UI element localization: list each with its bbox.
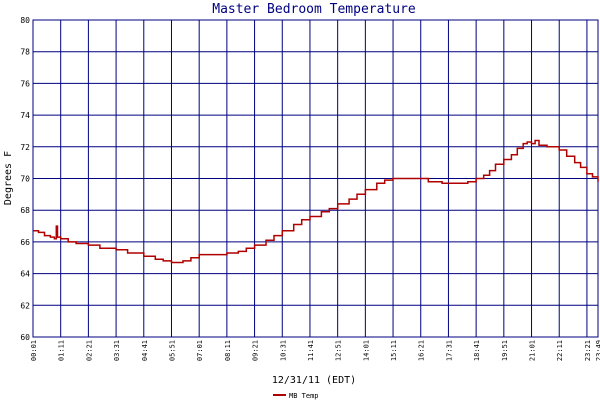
x-tick-label: 17:31 (445, 340, 453, 361)
x-tick-label: 18:41 (473, 340, 481, 361)
legend-label-mb-temp: MB Temp (289, 392, 319, 400)
x-tick-label: 15:11 (390, 340, 398, 361)
x-tick-label: 16:21 (418, 340, 426, 361)
y-tick-label: 74 (20, 111, 30, 120)
x-tick-label: 00:01 (30, 340, 38, 361)
x-tick-label: 10:31 (279, 340, 287, 361)
x-tick-label: 08:11 (224, 340, 232, 361)
x-axis-label: 12/31/11 (EDT) (272, 375, 356, 386)
series-layer (33, 139, 599, 264)
y-tick-label: 72 (20, 143, 30, 152)
y-tick-label: 70 (20, 175, 30, 184)
grid-lines (32, 19, 598, 338)
x-tick-label: 04:41 (141, 340, 149, 361)
x-tick-label: 11:41 (307, 340, 315, 361)
y-tick-label: 68 (20, 206, 30, 215)
series-line-mb-temp (33, 139, 599, 264)
y-tick-label: 66 (20, 238, 30, 247)
y-tick-label: 78 (20, 48, 30, 57)
x-tick-label: 23:49 (595, 340, 600, 361)
x-tick-label: 19:51 (501, 340, 509, 361)
x-tick-label: 01:11 (58, 340, 66, 361)
x-tick-label: 14:01 (362, 340, 370, 361)
y-axis-ticks: 60 62 64 66 68 70 72 74 76 78 80 (20, 16, 30, 342)
x-tick-label: 21:01 (529, 340, 537, 361)
y-axis-label: Degrees F (3, 151, 14, 205)
x-tick-label: 03:31 (113, 340, 121, 361)
x-tick-label: 05:51 (168, 340, 176, 361)
y-tick-label: 76 (20, 79, 30, 88)
legend: MB Temp (273, 392, 319, 400)
x-tick-label: 22:11 (556, 340, 564, 361)
y-tick-label: 64 (20, 270, 30, 279)
y-tick-label: 62 (20, 301, 30, 310)
x-axis-ticks: 00:01 01:11 02:21 03:31 04:41 05:51 07:01 08:11… (30, 340, 600, 361)
y-tick-label: 80 (20, 16, 30, 25)
x-tick-label: 02:21 (85, 340, 93, 361)
chart-title: Master Bedroom Temperature (212, 2, 416, 17)
x-tick-label: 23:21 (584, 340, 592, 361)
x-tick-label: 12:51 (335, 340, 343, 361)
x-tick-label: 09:21 (252, 340, 260, 361)
x-tick-label: 07:01 (196, 340, 204, 361)
y-tick-label: 60 (20, 333, 30, 342)
